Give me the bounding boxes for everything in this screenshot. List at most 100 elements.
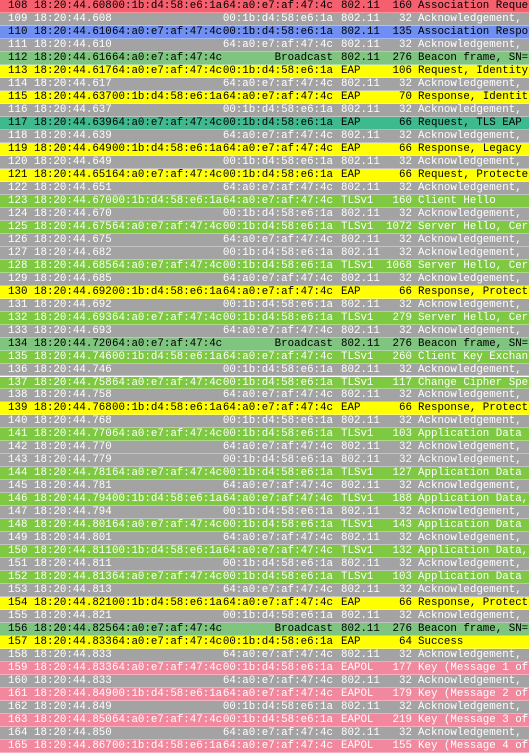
packet-row[interactable]: 144 18:20:44.781 64:a0:e7:af:47:4c 00:1b:d4… (0, 467, 529, 481)
packet-row[interactable]: 165 18:20:44.867 00:1b:d4:58:e6:1a 64:a0:e7… (0, 740, 529, 753)
packet-row[interactable]: 113 18:20:44.617 64:a0:e7:af:47:4c 00:1b:d4… (0, 64, 529, 78)
packet-row[interactable]: 163 18:20:44.850 64:a0:e7:af:47:4c 00:1b:d4… (0, 714, 529, 728)
no-cell: 135 (8, 350, 28, 363)
packet-row[interactable]: 152 18:20:44.813 64:a0:e7:af:47:4c 00:1b:d4… (0, 571, 529, 585)
no-cell: 151 (8, 558, 28, 571)
packet-row[interactable]: 109 18:20:44.608 00:1b:d4:58:e6:1a 802.11 32… (0, 12, 529, 26)
packet-row[interactable]: 143 18:20:44.779 00:1b:d4:58:e6:1a 802.11 32… (0, 454, 529, 468)
packet-row[interactable]: 122 18:20:44.651 64:a0:e7:af:47:4c 802.11 32… (0, 181, 529, 195)
packet-row[interactable]: 155 18:20:44.821 00:1b:d4:58:e6:1a 802.11 32… (0, 610, 529, 624)
packet-row[interactable]: 128 18:20:44.685 64:a0:e7:af:47:4c 00:1b:d4… (0, 259, 529, 273)
packet-row[interactable]: 118 18:20:44.639 64:a0:e7:af:47:4c 802.11 32… (0, 129, 529, 143)
packet-row[interactable]: 153 18:20:44.813 64:a0:e7:af:47:4c 802.11 32… (0, 584, 529, 598)
length-cell: 1068 (386, 259, 412, 272)
packet-row[interactable]: 139 18:20:44.768 00:1b:d4:58:e6:1a 64:a0:e7… (0, 402, 529, 416)
packet-row[interactable]: 123 18:20:44.670 00:1b:d4:58:e6:1a 64:a0:e7… (0, 194, 529, 208)
packet-row[interactable]: 138 18:20:44.758 64:a0:e7:af:47:4c 802.11 32… (0, 389, 529, 403)
source-cell: 64:a0:e7:af:47:4c (112, 376, 223, 389)
packet-row[interactable]: 119 18:20:44.649 00:1b:d4:58:e6:1a 64:a0:e7… (0, 142, 529, 156)
packet-row[interactable]: 108 18:20:44.608 00:1b:d4:58:e6:1a 64:a0:e7… (0, 0, 529, 13)
packet-row[interactable]: 120 18:20:44.649 00:1b:d4:58:e6:1a 802.11 32… (0, 155, 529, 169)
protocol-cell: 802.11 (341, 363, 380, 376)
length-cell: 179 (392, 688, 412, 701)
packet-row[interactable]: 159 18:20:44.833 64:a0:e7:af:47:4c 00:1b:d4… (0, 662, 529, 676)
destination-cell: 00:1b:d4:58:e6:1a (222, 246, 333, 259)
packet-row[interactable]: 164 18:20:44.850 64:a0:e7:af:47:4c 802.11 32… (0, 727, 529, 740)
packet-row[interactable]: 114 18:20:44.617 64:a0:e7:af:47:4c 802.11 32… (0, 77, 529, 91)
time-cell: 18:20:44.675 (34, 233, 112, 246)
length-cell: 160 (392, 194, 412, 207)
packet-row[interactable]: 148 18:20:44.801 64:a0:e7:af:47:4c 00:1b:d4… (0, 519, 529, 533)
no-cell: 153 (8, 584, 28, 597)
packet-row[interactable]: 124 18:20:44.670 00:1b:d4:58:e6:1a 802.11 32… (0, 207, 529, 221)
no-cell: 124 (8, 207, 28, 220)
packet-row[interactable]: 154 18:20:44.821 00:1b:d4:58:e6:1a 64:a0:e7… (0, 597, 529, 611)
packet-row[interactable]: 140 18:20:44.768 00:1b:d4:58:e6:1a 802.11 32… (0, 415, 529, 429)
packet-row[interactable]: 145 18:20:44.781 64:a0:e7:af:47:4c 802.11 32… (0, 480, 529, 494)
no-cell: 129 (8, 272, 28, 285)
packet-row[interactable]: 162 18:20:44.849 00:1b:d4:58:e6:1a 802.11 32… (0, 701, 529, 715)
packet-row[interactable]: 141 18:20:44.770 64:a0:e7:af:47:4c 00:1b:d4… (0, 428, 529, 442)
packet-row[interactable]: 158 18:20:44.833 64:a0:e7:af:47:4c 802.11 32… (0, 649, 529, 663)
source-cell: 64:a0:e7:af:47:4c (112, 337, 223, 350)
packet-row[interactable]: 130 18:20:44.692 00:1b:d4:58:e6:1a 64:a0:e7… (0, 285, 529, 299)
packet-row[interactable]: 125 18:20:44.675 64:a0:e7:af:47:4c 00:1b:d4… (0, 220, 529, 234)
length-cell: 66 (399, 116, 412, 129)
packet-row[interactable]: 161 18:20:44.849 00:1b:d4:58:e6:1a 64:a0:e7… (0, 688, 529, 702)
info-cell: Request, Protecte (418, 168, 529, 181)
length-cell: 66 (399, 402, 412, 415)
packet-row[interactable]: 136 18:20:44.746 00:1b:d4:58:e6:1a 802.11 32… (0, 363, 529, 377)
no-cell: 116 (8, 103, 28, 116)
info-cell: Acknowledgement, (418, 415, 522, 428)
packet-row[interactable]: 146 18:20:44.794 00:1b:d4:58:e6:1a 64:a0:e7… (0, 493, 529, 507)
destination-cell: 64:a0:e7:af:47:4c (222, 675, 333, 688)
packet-row[interactable]: 129 18:20:44.685 64:a0:e7:af:47:4c 802.11 32… (0, 272, 529, 286)
packet-row[interactable]: 132 18:20:44.693 64:a0:e7:af:47:4c 00:1b:d4… (0, 311, 529, 325)
packet-row[interactable]: 134 18:20:44.720 64:a0:e7:af:47:4c Broadcas… (0, 337, 529, 351)
destination-cell: 00:1b:d4:58:e6:1a (222, 506, 333, 519)
info-cell: Success (418, 636, 464, 649)
no-cell: 150 (8, 545, 28, 558)
time-cell: 18:20:44.682 (34, 246, 112, 259)
packet-row[interactable]: 157 18:20:44.833 64:a0:e7:af:47:4c 00:1b:d4… (0, 636, 529, 650)
info-cell: Client Key Exchan (418, 350, 529, 363)
time-cell: 18:20:44.825 (34, 623, 112, 636)
packet-row[interactable]: 133 18:20:44.693 64:a0:e7:af:47:4c 802.11 32… (0, 324, 529, 338)
packet-row[interactable]: 156 18:20:44.825 64:a0:e7:af:47:4c Broadcas… (0, 623, 529, 637)
info-cell: Acknowledgement, (418, 272, 522, 285)
protocol-cell: 802.11 (341, 233, 380, 246)
packet-row[interactable]: 126 18:20:44.675 64:a0:e7:af:47:4c 802.11 32… (0, 233, 529, 247)
length-cell: 66 (399, 142, 412, 155)
length-cell: 32 (399, 649, 412, 662)
packet-row[interactable]: 112 18:20:44.616 64:a0:e7:af:47:4c Broadcas… (0, 51, 529, 65)
no-cell: 163 (8, 714, 28, 727)
source-cell: 64:a0:e7:af:47:4c (112, 168, 223, 181)
packet-row[interactable]: 115 18:20:44.637 00:1b:d4:58:e6:1a 64:a0:e7… (0, 90, 529, 104)
no-cell: 114 (8, 77, 28, 90)
protocol-cell: EAP (341, 142, 361, 155)
packet-row[interactable]: 111 18:20:44.610 64:a0:e7:af:47:4c 802.11 32… (0, 38, 529, 52)
packet-row[interactable]: 135 18:20:44.746 00:1b:d4:58:e6:1a 64:a0:e7… (0, 350, 529, 364)
time-cell: 18:20:44.850 (34, 714, 112, 727)
packet-row[interactable]: 116 18:20:44.637 00:1b:d4:58:e6:1a 802.11 32… (0, 103, 529, 117)
packet-row[interactable]: 127 18:20:44.682 00:1b:d4:58:e6:1a 802.11 32… (0, 246, 529, 260)
packet-row[interactable]: 121 18:20:44.651 64:a0:e7:af:47:4c 00:1b:d4… (0, 168, 529, 182)
source-cell: 64:a0:e7:af:47:4c (112, 25, 223, 38)
packet-row[interactable]: 142 18:20:44.770 64:a0:e7:af:47:4c 802.11 32… (0, 441, 529, 455)
protocol-cell: TLSv1 (341, 519, 374, 532)
info-cell: Acknowledgement, (418, 649, 522, 662)
packet-row[interactable]: 131 18:20:44.692 00:1b:d4:58:e6:1a 802.11 32… (0, 298, 529, 312)
packet-row[interactable]: 150 18:20:44.811 00:1b:d4:58:e6:1a 64:a0:e7… (0, 545, 529, 559)
info-cell: Acknowledgement, (418, 727, 522, 740)
time-cell: 18:20:44.821 (34, 610, 112, 623)
packet-row[interactable]: 149 18:20:44.801 64:a0:e7:af:47:4c 802.11 32… (0, 532, 529, 546)
packet-row[interactable]: 147 18:20:44.794 00:1b:d4:58:e6:1a 802.11 32… (0, 506, 529, 520)
packet-row[interactable]: 110 18:20:44.610 64:a0:e7:af:47:4c 00:1b:d4… (0, 25, 529, 39)
packet-row[interactable]: 137 18:20:44.758 64:a0:e7:af:47:4c 00:1b:d4… (0, 376, 529, 390)
packet-row[interactable]: 151 18:20:44.811 00:1b:d4:58:e6:1a 802.11 32… (0, 558, 529, 572)
info-cell: Application Data, (418, 545, 529, 558)
packet-row[interactable]: 117 18:20:44.639 64:a0:e7:af:47:4c 00:1b:d4… (0, 116, 529, 130)
length-cell: 32 (399, 389, 412, 402)
time-cell: 18:20:44.768 (34, 415, 112, 428)
packet-row[interactable]: 160 18:20:44.833 64:a0:e7:af:47:4c 802.11 32… (0, 675, 529, 689)
